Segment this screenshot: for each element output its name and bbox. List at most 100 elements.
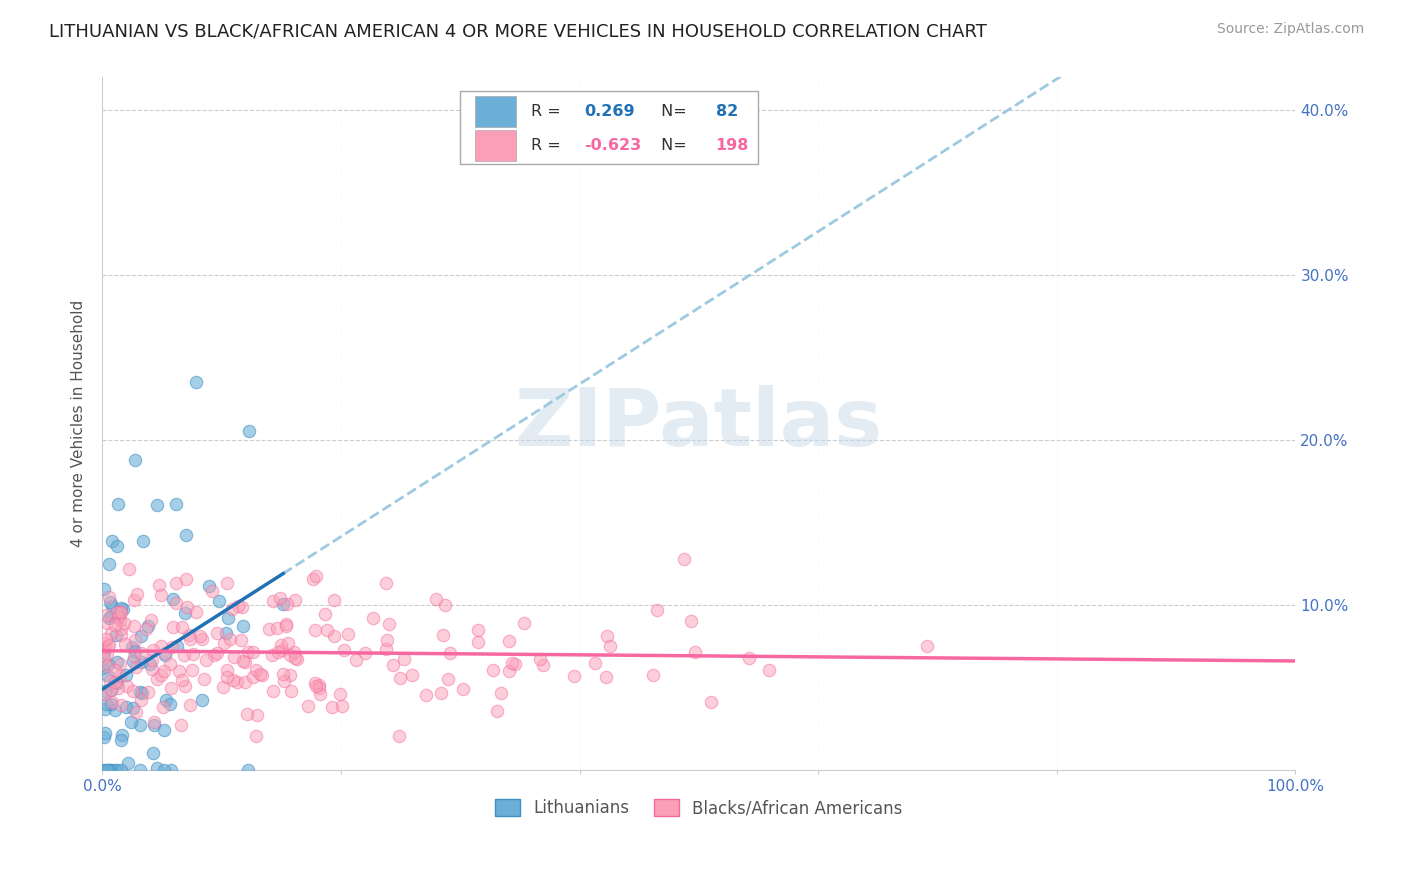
Point — [105, 605, 128, 619]
Point — [262, 594, 284, 608]
Point — [97, 640, 120, 654]
Point — [437, 673, 460, 687]
Legend: Lithuanians, Blacks/African Americans: Lithuanians, Blacks/African Americans — [488, 792, 910, 824]
Point — [159, 697, 181, 711]
Point — [309, 687, 332, 701]
Point — [170, 717, 193, 731]
Point — [159, 657, 181, 671]
Point — [453, 681, 475, 696]
Point — [266, 621, 288, 635]
Point — [202, 648, 225, 662]
Point — [232, 619, 254, 633]
Point — [212, 680, 235, 694]
Point — [208, 594, 231, 608]
Point — [503, 657, 526, 672]
Point — [245, 663, 267, 677]
Point — [167, 664, 190, 678]
Point — [141, 653, 163, 667]
Point — [111, 728, 134, 742]
Point — [221, 602, 243, 616]
Point — [122, 619, 145, 633]
Point — [93, 702, 115, 716]
Point — [392, 652, 415, 666]
Point — [215, 576, 238, 591]
Point — [434, 598, 457, 612]
Point — [583, 656, 606, 670]
Point — [415, 688, 437, 702]
Point — [136, 685, 159, 699]
Point — [94, 763, 117, 777]
Point — [124, 644, 146, 658]
Point — [186, 376, 208, 390]
Point — [153, 664, 176, 678]
Point — [142, 746, 165, 760]
Text: R =: R = — [530, 104, 565, 120]
Text: N=: N= — [655, 104, 692, 120]
Point — [114, 668, 136, 682]
Point — [917, 639, 939, 653]
FancyBboxPatch shape — [460, 91, 758, 164]
Point — [152, 699, 174, 714]
Point — [107, 610, 129, 624]
Point — [105, 539, 128, 553]
Point — [96, 658, 118, 673]
Point — [96, 667, 118, 681]
Point — [232, 654, 254, 668]
Point — [481, 664, 503, 678]
Point — [181, 647, 204, 661]
Point — [284, 592, 307, 607]
Point — [94, 640, 117, 654]
Point — [305, 680, 328, 694]
Text: 198: 198 — [716, 138, 749, 153]
Point — [531, 658, 554, 673]
Point — [160, 681, 183, 696]
Point — [217, 670, 239, 684]
Point — [135, 623, 157, 637]
Point — [100, 599, 122, 613]
Text: 82: 82 — [716, 104, 738, 120]
Point — [101, 533, 124, 548]
Point — [94, 632, 117, 646]
Point — [129, 629, 152, 643]
Point — [180, 664, 202, 678]
Point — [280, 683, 302, 698]
Point — [128, 718, 150, 732]
Point — [236, 763, 259, 777]
Point — [344, 653, 367, 667]
Point — [375, 576, 398, 591]
Point — [596, 629, 619, 643]
Point — [679, 614, 702, 628]
Point — [129, 684, 152, 698]
Point — [120, 714, 142, 729]
Point — [467, 635, 489, 649]
Point — [262, 684, 284, 698]
Point — [93, 582, 115, 597]
Point — [104, 703, 127, 717]
Point — [170, 673, 193, 687]
Point — [165, 497, 187, 511]
Point — [110, 606, 132, 620]
Point — [430, 686, 453, 700]
Point — [160, 763, 183, 777]
Point — [172, 620, 194, 634]
Point — [308, 681, 330, 695]
Point — [314, 607, 336, 621]
Point — [96, 616, 118, 631]
Point — [136, 619, 159, 633]
Point — [139, 657, 162, 671]
Point — [107, 498, 129, 512]
Point — [432, 628, 454, 642]
Point — [274, 617, 297, 632]
Point — [700, 695, 723, 709]
Point — [269, 591, 291, 606]
Point — [100, 683, 122, 698]
Point — [98, 673, 121, 688]
Point — [153, 646, 176, 660]
Point — [108, 605, 131, 619]
Point — [249, 666, 271, 681]
Point — [104, 663, 127, 677]
Point — [267, 645, 290, 659]
Point — [100, 608, 122, 623]
Point — [250, 667, 273, 681]
Point — [100, 695, 122, 709]
